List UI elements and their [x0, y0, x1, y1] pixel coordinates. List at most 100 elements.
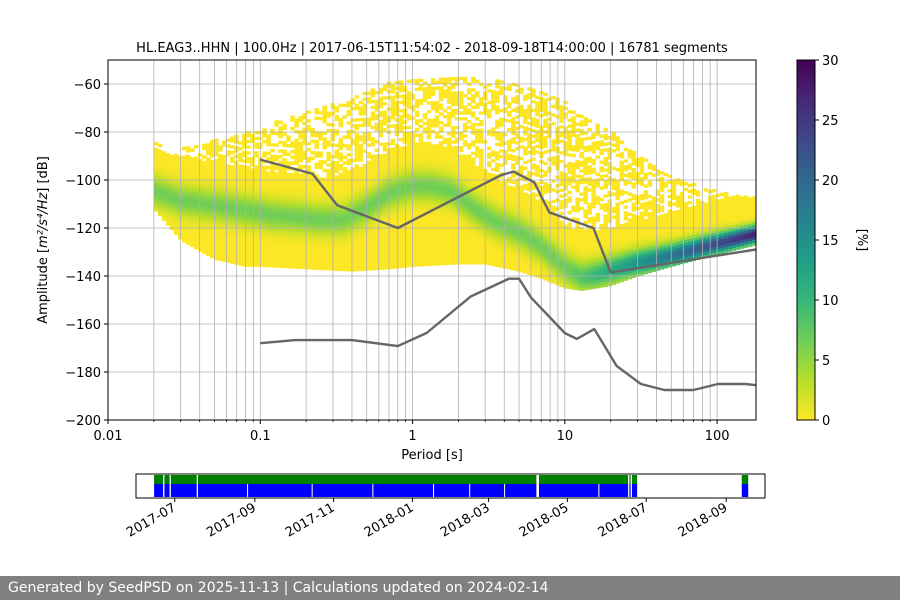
heatmap-cell: [587, 271, 592, 276]
heatmap-cell: [189, 185, 195, 190]
heatmap-cell: [474, 189, 480, 193]
heatmap-cell: [270, 238, 275, 242]
heatmap-cell: [583, 212, 588, 216]
heatmap-cell: [370, 192, 376, 196]
heatmap-cell: [454, 249, 460, 254]
heatmap-cell: [318, 177, 323, 181]
heatmap-cell: [362, 91, 368, 96]
heatmap-cell: [398, 207, 404, 211]
heatmap-cell: [262, 217, 267, 222]
heatmap-cell: [250, 159, 255, 164]
heatmap-cell: [326, 114, 331, 118]
heatmap-cell: [402, 209, 408, 213]
heatmap-cell: [366, 255, 372, 260]
heatmap-cell: [270, 220, 275, 225]
heatmap-cell: [515, 115, 520, 119]
heatmap-cell: [458, 206, 464, 210]
heatmap-cell: [342, 239, 348, 243]
heatmap-cell: [218, 231, 223, 236]
heatmap-cell: [358, 218, 364, 223]
heatmap-cell: [286, 172, 291, 177]
heatmap-cell: [563, 149, 568, 154]
heatmap-cell: [519, 90, 524, 94]
heatmap-cell: [394, 158, 400, 162]
heatmap-cell: [278, 221, 283, 225]
heatmap-cell: [583, 186, 588, 190]
heatmap-cell: [374, 183, 380, 187]
heatmap-cell: [286, 164, 291, 168]
heatmap-cell: [302, 179, 307, 183]
heatmap-cell: [266, 157, 271, 161]
heatmap-cell: [350, 248, 356, 252]
heatmap-cell: [466, 88, 472, 92]
heatmap-cell: [181, 175, 187, 180]
heatmap-cell: [567, 141, 572, 146]
heatmap-cell: [458, 163, 464, 167]
heatmap-cell: [398, 218, 404, 223]
heatmap-cell: [390, 228, 396, 232]
heatmap-cell: [354, 126, 360, 131]
heatmap-cell: [414, 110, 420, 115]
heatmap-cell: [226, 201, 231, 206]
heatmap-cell: [314, 162, 319, 167]
heatmap-cell: [193, 196, 199, 201]
heatmap-cell: [438, 210, 444, 214]
heatmap-cell: [342, 213, 348, 217]
heatmap-cell: [294, 233, 299, 238]
heatmap-cell: [563, 100, 568, 105]
heatmap-cell: [290, 141, 295, 145]
heatmap-cell: [559, 188, 564, 193]
heatmap-cell: [535, 239, 540, 244]
heatmap-cell: [370, 255, 376, 259]
heatmap-cell: [230, 182, 235, 187]
heatmap-cell: [346, 224, 352, 229]
heatmap-cell: [495, 131, 500, 135]
heatmap-cell: [185, 166, 191, 170]
heatmap-cell: [462, 249, 468, 253]
heatmap-cell: [189, 180, 195, 184]
heatmap-cell: [378, 266, 384, 270]
heatmap-cell: [422, 208, 428, 212]
heatmap-cell: [430, 187, 436, 191]
heatmap-cell: [334, 181, 339, 185]
heatmap-cell: [282, 259, 287, 263]
heatmap-cell: [338, 253, 344, 257]
heatmap-cell: [206, 235, 211, 239]
heatmap-cell: [390, 161, 396, 166]
heatmap-cell: [378, 87, 384, 92]
heatmap-cell: [438, 198, 444, 203]
heatmap-cell: [358, 256, 364, 260]
heatmap-cell: [531, 258, 536, 262]
heatmap-cell: [246, 139, 251, 144]
heatmap-cell: [206, 226, 211, 231]
heatmap-cell: [527, 182, 532, 186]
heatmap-cell: [402, 200, 408, 205]
heatmap-cell: [354, 259, 360, 263]
heatmap-cell: [591, 259, 596, 264]
heatmap-cell: [491, 104, 496, 108]
heatmap-cell: [575, 252, 580, 256]
heatmap-cell: [242, 171, 247, 175]
heatmap-cell: [495, 240, 500, 244]
heatmap-cell: [254, 131, 259, 135]
heatmap-cell: [226, 152, 231, 157]
heatmap-cell: [242, 237, 247, 241]
heatmap-cell: [278, 255, 283, 260]
heatmap-cell: [535, 256, 540, 261]
heatmap-cell: [511, 163, 516, 167]
heatmap-cell: [406, 93, 412, 98]
heatmap-cell: [466, 111, 472, 115]
heatmap-cell: [181, 201, 187, 205]
heatmap-cell: [382, 168, 388, 172]
heatmap-cell: [394, 152, 400, 157]
heatmap-cell: [551, 254, 556, 258]
heatmap-cell: [161, 197, 167, 201]
heatmap-cell: [358, 112, 364, 116]
heatmap-cell: [250, 194, 255, 198]
heatmap-cell: [446, 255, 452, 260]
heatmap-cell: [402, 247, 408, 251]
heatmap-cell: [290, 184, 295, 188]
heatmap-cell: [543, 110, 548, 114]
heatmap-cell: [290, 213, 295, 217]
heatmap-cell: [398, 256, 404, 260]
